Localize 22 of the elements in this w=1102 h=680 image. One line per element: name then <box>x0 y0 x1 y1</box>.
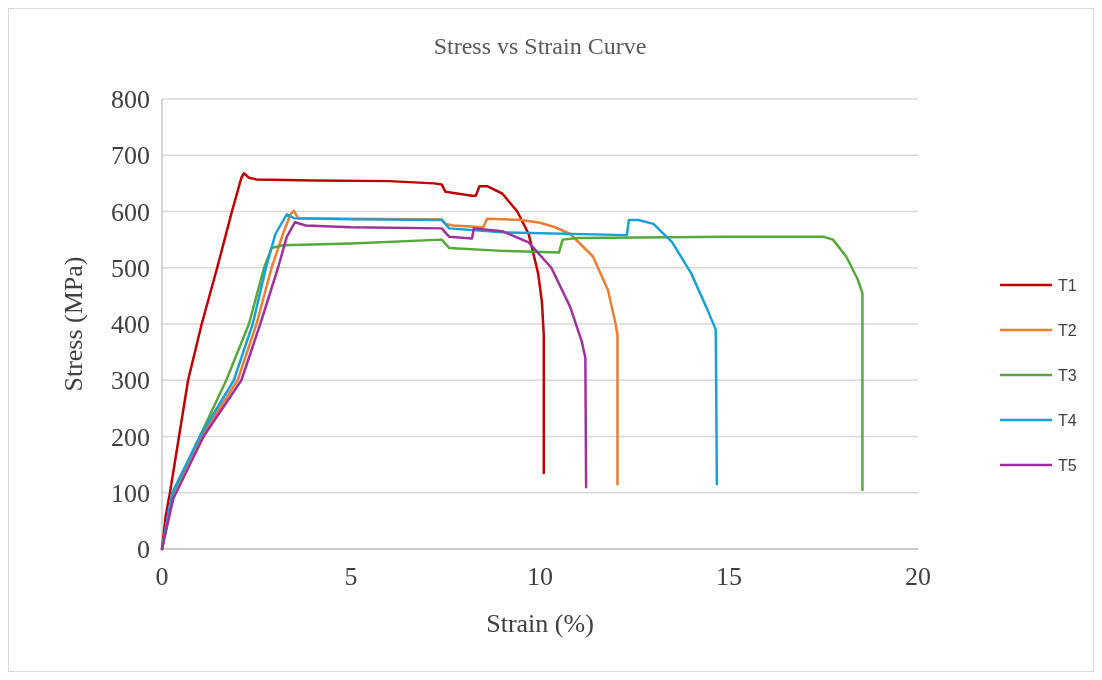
y-axis-title: Stress (MPa) <box>59 256 88 392</box>
y-tick-label: 800 <box>111 85 150 115</box>
y-tick-label: 100 <box>111 478 150 508</box>
legend-label: T1 <box>1058 276 1077 294</box>
x-tick-label: 10 <box>527 562 553 591</box>
legend-label: T4 <box>1058 411 1077 429</box>
chart-title: Stress vs Strain Curve <box>433 33 647 59</box>
legend-label: T3 <box>1058 366 1077 384</box>
y-tick-label: 300 <box>111 366 150 396</box>
y-tick-label: 600 <box>111 197 150 227</box>
y-tick-label: 500 <box>111 253 150 283</box>
y-tick-label: 0 <box>137 535 150 565</box>
y-tick-label: 200 <box>111 422 150 452</box>
x-axis-title: Strain (%) <box>486 609 594 638</box>
legend-label: T5 <box>1058 456 1077 474</box>
legend-label: T2 <box>1058 321 1077 339</box>
y-tick-label: 400 <box>111 310 150 340</box>
y-tick-label: 700 <box>111 141 150 171</box>
x-tick-label: 5 <box>344 562 358 591</box>
x-tick-label: 20 <box>905 562 931 591</box>
x-tick-label: 0 <box>155 562 169 591</box>
x-tick-label: 15 <box>716 562 742 591</box>
